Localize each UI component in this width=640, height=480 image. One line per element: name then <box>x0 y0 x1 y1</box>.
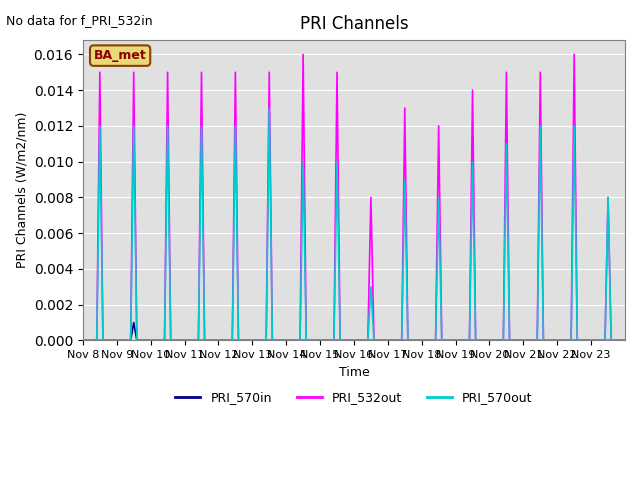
Legend: PRI_570in, PRI_532out, PRI_570out: PRI_570in, PRI_532out, PRI_570out <box>170 386 538 409</box>
PRI_570in <box>495 337 503 343</box>
Title: PRI Channels: PRI Channels <box>300 15 408 33</box>
PRI_570in <box>173 337 180 343</box>
PRI_532out <box>429 337 437 343</box>
PRI_570in <box>504 337 511 343</box>
PRI_532out <box>621 337 628 343</box>
PRI_570in <box>429 337 437 343</box>
X-axis label: Time: Time <box>339 366 369 379</box>
PRI_532out <box>495 337 503 343</box>
Y-axis label: PRI Channels (W/m2/nm): PRI Channels (W/m2/nm) <box>15 112 28 268</box>
PRI_570out <box>79 337 87 343</box>
Line: PRI_532out: PRI_532out <box>83 54 625 340</box>
PRI_532out <box>480 337 488 343</box>
Text: No data for f_PRI_532in: No data for f_PRI_532in <box>6 14 153 27</box>
Line: PRI_570in: PRI_570in <box>83 323 625 340</box>
PRI_570in <box>79 337 87 343</box>
PRI_532out <box>504 156 511 162</box>
PRI_532out <box>79 337 87 343</box>
PRI_570in <box>621 337 628 343</box>
Text: BA_met: BA_met <box>93 49 147 62</box>
PRI_570out <box>429 337 437 343</box>
PRI_570out <box>495 337 503 343</box>
PRI_570out <box>440 337 448 343</box>
PRI_532out <box>172 337 180 343</box>
Line: PRI_570out: PRI_570out <box>83 108 625 340</box>
PRI_570in <box>440 337 448 343</box>
PRI_570in <box>480 337 488 343</box>
PRI_570out <box>172 337 180 343</box>
PRI_570in <box>130 320 138 325</box>
PRI_532out <box>300 51 307 57</box>
PRI_570out <box>480 337 488 343</box>
PRI_570out <box>504 204 511 210</box>
PRI_570out <box>266 105 273 111</box>
PRI_532out <box>440 337 448 343</box>
PRI_570out <box>621 337 628 343</box>
